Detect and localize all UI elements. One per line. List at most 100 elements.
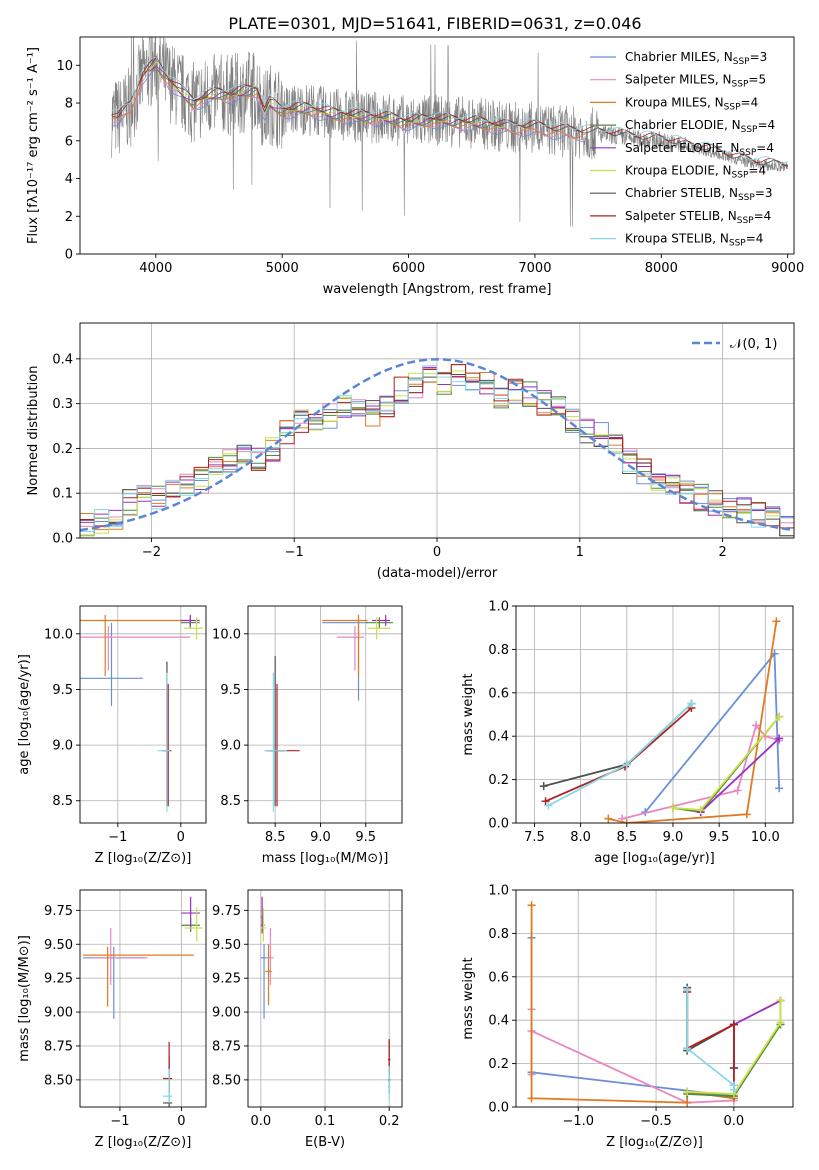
legend-label: Chabrier MILES, NSSP=3 <box>625 50 767 67</box>
data-point-marker <box>544 801 553 810</box>
series-line-kroupa-stelib <box>686 989 735 1090</box>
y-tick-label: 8.75 <box>44 1039 73 1054</box>
errorbar-point <box>372 614 391 627</box>
y-axis-label: age [log₁₀(age/yr)] <box>17 654 32 775</box>
series-line-salpeter-miles <box>530 1009 734 1104</box>
y-tick-label: 0.4 <box>52 352 73 367</box>
data-point-marker <box>683 1098 692 1107</box>
legend-label: 𝒩(0, 1) <box>730 337 777 352</box>
x-tick-label: 9.0 <box>310 830 331 845</box>
x-axis-label: (data-model)/error <box>377 566 498 581</box>
panel-age_vs_Z: −1 0 8.5 9.0 9.5 10.0 Z [log₁₀(Z/Z⊙)] age [log₁… <box>17 605 207 866</box>
series-line-salpeter-stelib <box>545 707 692 803</box>
x-tick-label: 6000 <box>392 261 425 276</box>
x-tick-label: −0.5 <box>640 1114 672 1129</box>
figure-title: PLATE=0301, MJD=51641, FIBERID=0631, z=0… <box>228 14 641 33</box>
plot-area <box>260 896 391 1101</box>
plot-area <box>111 37 788 227</box>
panel-residuals: −2 −1 0 1 2 0.0 0.1 0.2 0.3 0.4 (data-model)/error… <box>26 322 795 581</box>
legend-label: Salpeter MILES, NSSP=5 <box>625 73 766 90</box>
series-line-kroupa-elodie <box>687 1000 782 1095</box>
errorbar-point <box>80 626 191 671</box>
errorbar-point <box>322 617 368 701</box>
y-tick-label: 0.2 <box>52 442 73 457</box>
x-axis-label: Z [log₁₀(Z/Z⊙)] <box>95 1135 192 1150</box>
data-point-marker <box>541 797 550 806</box>
grid <box>248 890 402 1107</box>
y-tick-label: 9.25 <box>44 972 73 987</box>
y-tick-label: 0.4 <box>488 730 509 745</box>
data-point-marker <box>696 805 705 814</box>
y-tick-label: 8.5 <box>220 794 241 809</box>
series-line-chabrier-miles <box>530 937 735 1098</box>
x-axis-label: age [log₁₀(age/yr)] <box>594 851 715 866</box>
axes-frame <box>515 889 794 1108</box>
data-point-marker <box>668 803 677 812</box>
legend-label: Kroupa MILES, NSSP=4 <box>625 95 758 112</box>
plot-area <box>83 896 203 1107</box>
series-line-kroupa-miles <box>608 621 778 823</box>
y-axis-label: mass weight <box>461 957 476 1039</box>
model-line-kroupa-miles <box>111 66 586 139</box>
data-point-marker <box>527 901 536 910</box>
errorbar-point <box>260 918 265 933</box>
y-axis-label: Normed distribution <box>26 366 41 496</box>
data-point-marker <box>622 760 631 769</box>
errorbar-point <box>92 927 148 985</box>
axes-frame <box>515 605 794 824</box>
x-tick-label: 7.5 <box>524 830 545 845</box>
y-tick-label: 0.0 <box>52 532 73 547</box>
y-tick-label: 0.0 <box>488 1101 509 1116</box>
legend-label: Salpeter ELODIE, NSSP=4 <box>625 141 774 158</box>
y-tick-label: 8.5 <box>52 794 73 809</box>
y-tick-label: 2 <box>65 210 73 225</box>
plot-area <box>539 617 784 823</box>
model-line-kroupa-elodie <box>149 61 504 129</box>
legend: Chabrier MILES, NSSP=3 Salpeter MILES, NS… <box>590 50 775 249</box>
model-line-kroupa-stelib <box>111 56 788 164</box>
data-point-marker <box>729 1020 738 1029</box>
errorbar-point <box>80 622 143 707</box>
x-tick-label: 7000 <box>518 261 551 276</box>
grid <box>80 890 206 1107</box>
y-tick-label: 9.00 <box>212 1006 241 1021</box>
data-point-marker <box>752 721 761 730</box>
grid <box>80 323 794 539</box>
x-tick-label: −1 <box>110 1114 129 1129</box>
y-tick-label: 10.0 <box>44 627 73 642</box>
series-line-kroupa-elodie <box>672 716 780 811</box>
axes-frame <box>79 889 207 1108</box>
y-tick-label: 0.2 <box>488 773 509 788</box>
y-tick-label: 9.0 <box>52 739 73 754</box>
data-point-marker <box>733 786 742 795</box>
data-point-marker <box>776 1018 785 1027</box>
panel-mass_vs_Z: −1 0 8.50 8.75 9.00 9.25 9.50 9.75 Z [log₁₀(Z/Z⊙… <box>17 889 207 1150</box>
legend-label: Kroupa ELODIE, NSSP=4 <box>625 164 766 181</box>
model-line-salpeter-stelib <box>111 55 788 166</box>
x-axis-label: Z [log₁₀(Z/Z⊙)] <box>606 1135 703 1150</box>
grid <box>80 606 206 823</box>
data-point-marker <box>683 985 692 994</box>
histogram-step-kroupa-stelib <box>80 365 794 538</box>
y-tick-label: 8.50 <box>44 1073 73 1088</box>
y-tick-label: 8.75 <box>212 1039 241 1054</box>
grid <box>248 606 402 823</box>
x-tick-label: 0 <box>433 545 441 560</box>
errorbar-point <box>365 617 393 629</box>
panel-spectrum: 4000 5000 6000 7000 8000 9000 0 2 4 6 8 10 wavelengt… <box>26 36 804 297</box>
errorbar-point <box>265 944 272 1006</box>
series-line-salpeter-miles <box>621 723 780 820</box>
y-tick-label: 0.8 <box>488 643 509 658</box>
plot-area <box>264 614 393 812</box>
x-tick-label: 5000 <box>266 261 299 276</box>
plot-area <box>80 614 203 812</box>
y-tick-label: 0 <box>65 248 73 263</box>
errorbar-point <box>162 1055 173 1107</box>
y-tick-label: 9.5 <box>52 683 73 698</box>
data-point-marker <box>687 699 696 708</box>
data-point-marker <box>775 784 784 793</box>
x-tick-label: 0.0 <box>250 1114 271 1129</box>
y-tick-label: 1.0 <box>488 600 509 615</box>
y-axis-label: mass weight <box>461 673 476 755</box>
